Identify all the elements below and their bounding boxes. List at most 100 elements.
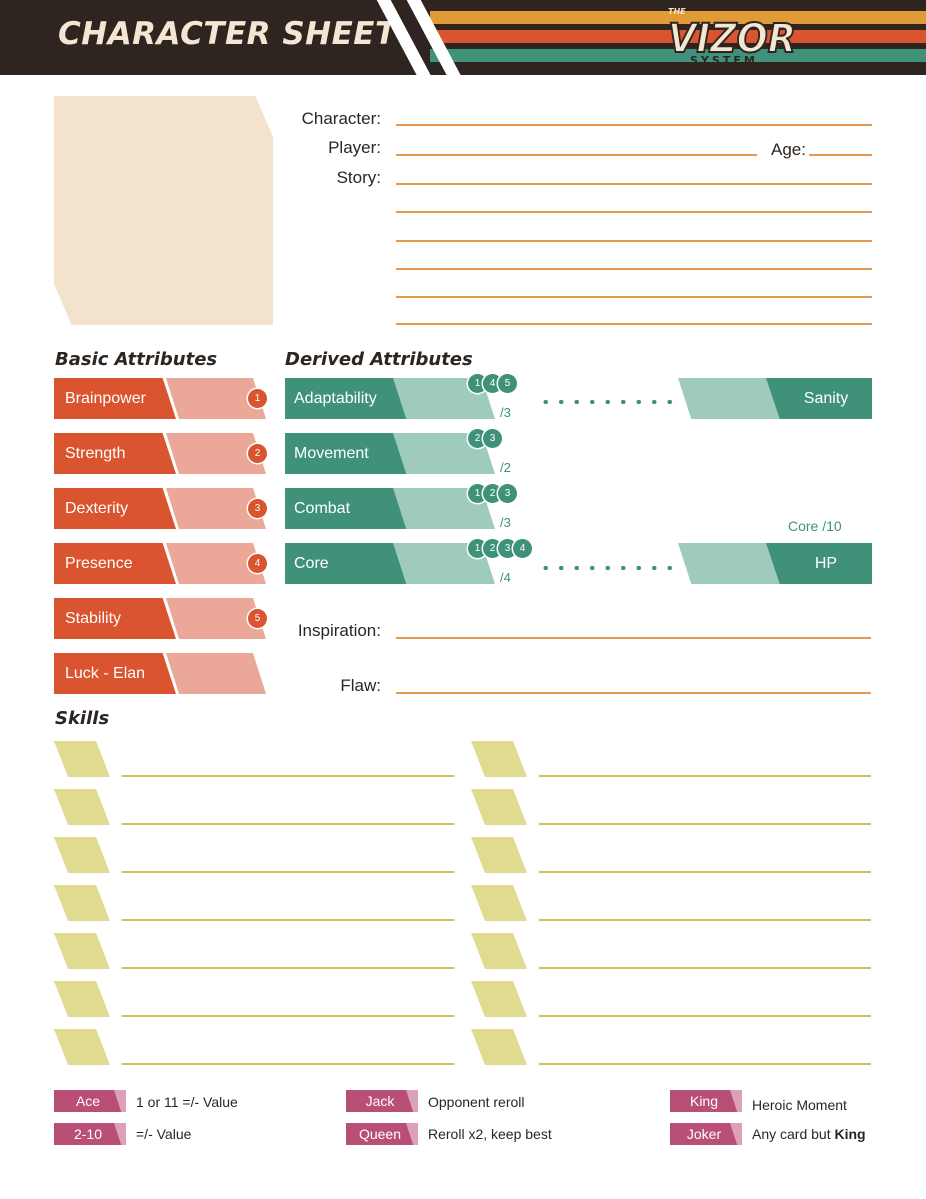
skill-name-line-right[interactable]: [539, 823, 871, 825]
hp-tracker[interactable]: HP: [678, 543, 872, 584]
legend-tag-label: Joker: [670, 1123, 738, 1145]
story-line-5[interactable]: [396, 296, 872, 298]
ref-badge: 2: [468, 429, 487, 448]
legend-text-jack: Opponent reroll: [428, 1094, 525, 1110]
basic-attr-dexterity[interactable]: Dexterity 3: [54, 488, 267, 529]
legend-text-2-10: =/- Value: [136, 1126, 192, 1142]
story-line-6[interactable]: [396, 323, 872, 325]
derived-attr-max: /3: [500, 405, 511, 420]
basic-attributes-title: Basic Attributes: [55, 349, 218, 370]
age-label: Age:: [771, 140, 806, 159]
skill-rank-box-right[interactable]: [471, 933, 527, 969]
basic-attr-number-badge: 5: [248, 609, 267, 628]
logo-main: VIZOR: [668, 16, 796, 62]
header-stripe-orange: [430, 11, 926, 24]
skill-name-line-right[interactable]: [539, 775, 871, 777]
skill-rank-box-left[interactable]: [54, 885, 110, 921]
skill-rank-box-right[interactable]: [471, 837, 527, 873]
flaw-label: Flaw:: [340, 676, 381, 695]
legend-tag-label: 2-10: [54, 1123, 122, 1145]
derived-attr-core[interactable]: Core 1 2 3 4 /4: [285, 539, 532, 585]
player-label: Player:: [328, 138, 381, 157]
hp-label: HP: [766, 543, 872, 584]
skill-rank-box-left[interactable]: [54, 981, 110, 1017]
sanity-value-box[interactable]: [678, 378, 780, 419]
derived-attr-max: /3: [500, 515, 511, 530]
skill-name-line-right[interactable]: [539, 871, 871, 873]
ref-badge: 2: [483, 484, 502, 503]
legend-tag-queen: Queen: [346, 1123, 418, 1145]
player-field[interactable]: [396, 154, 757, 156]
skills-title: Skills: [55, 708, 110, 729]
inspiration-field[interactable]: [396, 637, 871, 639]
legend-text-joker-main: Any card but: [752, 1126, 835, 1142]
skill-name-line-right[interactable]: [539, 919, 871, 921]
skill-name-line-right[interactable]: [539, 967, 871, 969]
derived-attr-label: Adaptability: [285, 378, 407, 419]
basic-attr-label: Brainpower: [54, 378, 176, 419]
skill-rank-box-left[interactable]: [54, 933, 110, 969]
skill-rank-box-right[interactable]: [471, 741, 527, 777]
skill-name-line-left[interactable]: [122, 775, 454, 777]
ref-badge: 4: [513, 539, 532, 558]
basic-attr-label: Strength: [54, 433, 176, 474]
page-header: CHARACTER SHEET THE VIZOR SYSTEM: [0, 0, 926, 75]
story-line-3[interactable]: [396, 240, 872, 242]
basic-attr-luck-elan[interactable]: Luck - Elan: [54, 653, 266, 694]
basic-attr-brainpower[interactable]: Brainpower 1: [54, 378, 267, 419]
hp-value-box[interactable]: [678, 543, 780, 584]
skill-name-line-left[interactable]: [122, 1063, 454, 1065]
legend-text-joker: Any card but King: [752, 1126, 866, 1142]
skill-rank-box-left[interactable]: [54, 789, 110, 825]
skill-rank-box-right[interactable]: [471, 981, 527, 1017]
basic-attr-label: Presence: [54, 543, 176, 584]
legend-tag-king: King: [670, 1090, 742, 1112]
age-field[interactable]: [809, 154, 872, 156]
skill-name-line-left[interactable]: [122, 871, 454, 873]
derived-attributes-title: Derived Attributes: [285, 349, 473, 370]
flaw-field[interactable]: [396, 692, 871, 694]
skill-rank-box-left[interactable]: [54, 1029, 110, 1065]
skill-rank-box-right[interactable]: [471, 885, 527, 921]
skill-rank-box-left[interactable]: [54, 741, 110, 777]
sanity-tracker[interactable]: Sanity: [678, 378, 872, 419]
legend-tag-label: Ace: [54, 1090, 122, 1112]
basic-attr-label: Dexterity: [54, 488, 176, 529]
basic-attr-stability[interactable]: Stability 5: [54, 598, 267, 639]
story-line-1[interactable]: [396, 183, 872, 185]
skill-rank-box-right[interactable]: [471, 789, 527, 825]
character-label: Character:: [301, 109, 381, 128]
skill-rank-box-right[interactable]: [471, 1029, 527, 1065]
ref-badge: 5: [498, 374, 517, 393]
legend-tag-label: King: [670, 1090, 738, 1112]
vizor-logo: THE VIZOR SYSTEM: [667, 7, 797, 67]
skill-name-line-left[interactable]: [122, 1015, 454, 1017]
skill-name-line-right[interactable]: [539, 1063, 871, 1065]
derived-attr-movement[interactable]: Movement 2 3 /2: [285, 429, 515, 475]
skill-name-line-left[interactable]: [122, 823, 454, 825]
derived-attr-label: Movement: [285, 433, 407, 474]
logo-the: THE: [668, 7, 686, 16]
ref-badge: 3: [483, 429, 502, 448]
derived-attr-combat[interactable]: Combat 1 2 3 /3: [285, 484, 517, 530]
story-line-2[interactable]: [396, 211, 872, 213]
basic-attr-presence[interactable]: Presence 4: [54, 543, 267, 584]
character-field[interactable]: [396, 124, 872, 126]
legend-tag-2-10: 2-10: [54, 1123, 126, 1145]
basic-attr-number-badge: 1: [248, 389, 267, 408]
derived-attr-label: Combat: [285, 488, 407, 529]
legend-text-ace: 1 or 11 =/- Value: [136, 1094, 238, 1110]
skill-name-line-left[interactable]: [122, 919, 454, 921]
sanity-dotted-leader: [538, 400, 672, 404]
skill-name-line-right[interactable]: [539, 1015, 871, 1017]
basic-attr-number-badge: 3: [248, 499, 267, 518]
derived-attr-adaptability[interactable]: Adaptability 1 4 5 /3: [285, 374, 517, 420]
skill-name-line-left[interactable]: [122, 967, 454, 969]
legend-tag-label: Queen: [346, 1123, 414, 1145]
character-portrait-box[interactable]: [54, 96, 273, 325]
legend-tag-jack: Jack: [346, 1090, 418, 1112]
basic-attr-strength[interactable]: Strength 2: [54, 433, 267, 474]
skill-rank-box-left[interactable]: [54, 837, 110, 873]
story-line-4[interactable]: [396, 268, 872, 270]
basic-attr-value-box[interactable]: [166, 653, 266, 694]
